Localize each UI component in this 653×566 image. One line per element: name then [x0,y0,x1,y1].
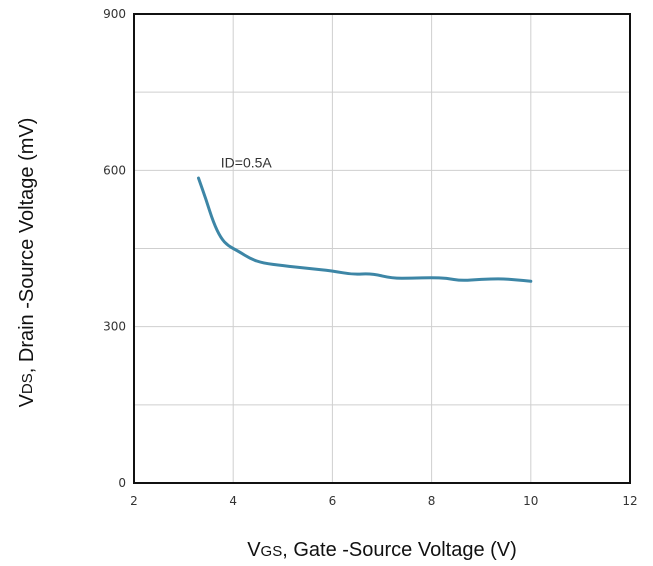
plot-frame [133,13,631,484]
x-axis-title-rest: , Gate -Source Voltage (V) [282,539,517,561]
y-axis-title-subscript: DS [19,373,36,394]
series-line [197,176,533,283]
x-tick-label: 10 [523,494,538,508]
y-axis-title-rest: , Drain -Source Voltage (mV) [16,118,38,374]
y-tick-label: 600 [103,163,126,177]
series-layer [197,176,533,283]
x-tick-label: 8 [428,494,436,508]
y-tick-label: 0 [118,476,126,490]
x-axis-title-main: V [247,539,261,561]
x-axis-ticks: 2 4 6 8 10 12 [130,494,637,508]
y-axis-title: VDS, Drain -Source Voltage (mV) [16,118,38,408]
x-tick-label: 4 [229,494,237,508]
x-tick-label: 2 [130,494,138,508]
y-axis-title-main: V [16,393,38,407]
gridlines [134,14,630,483]
y-tick-label: 300 [103,320,126,334]
series-annotation: ID=0.5A [221,155,273,171]
y-axis-ticks: 0 300 600 900 [103,7,126,490]
x-axis-title: VGS, Gate -Source Voltage (V) [247,539,517,561]
x-tick-label: 12 [622,494,637,508]
x-tick-label: 6 [329,494,337,508]
x-axis-title-subscript: GS [261,543,283,560]
y-tick-label: 900 [103,7,126,21]
